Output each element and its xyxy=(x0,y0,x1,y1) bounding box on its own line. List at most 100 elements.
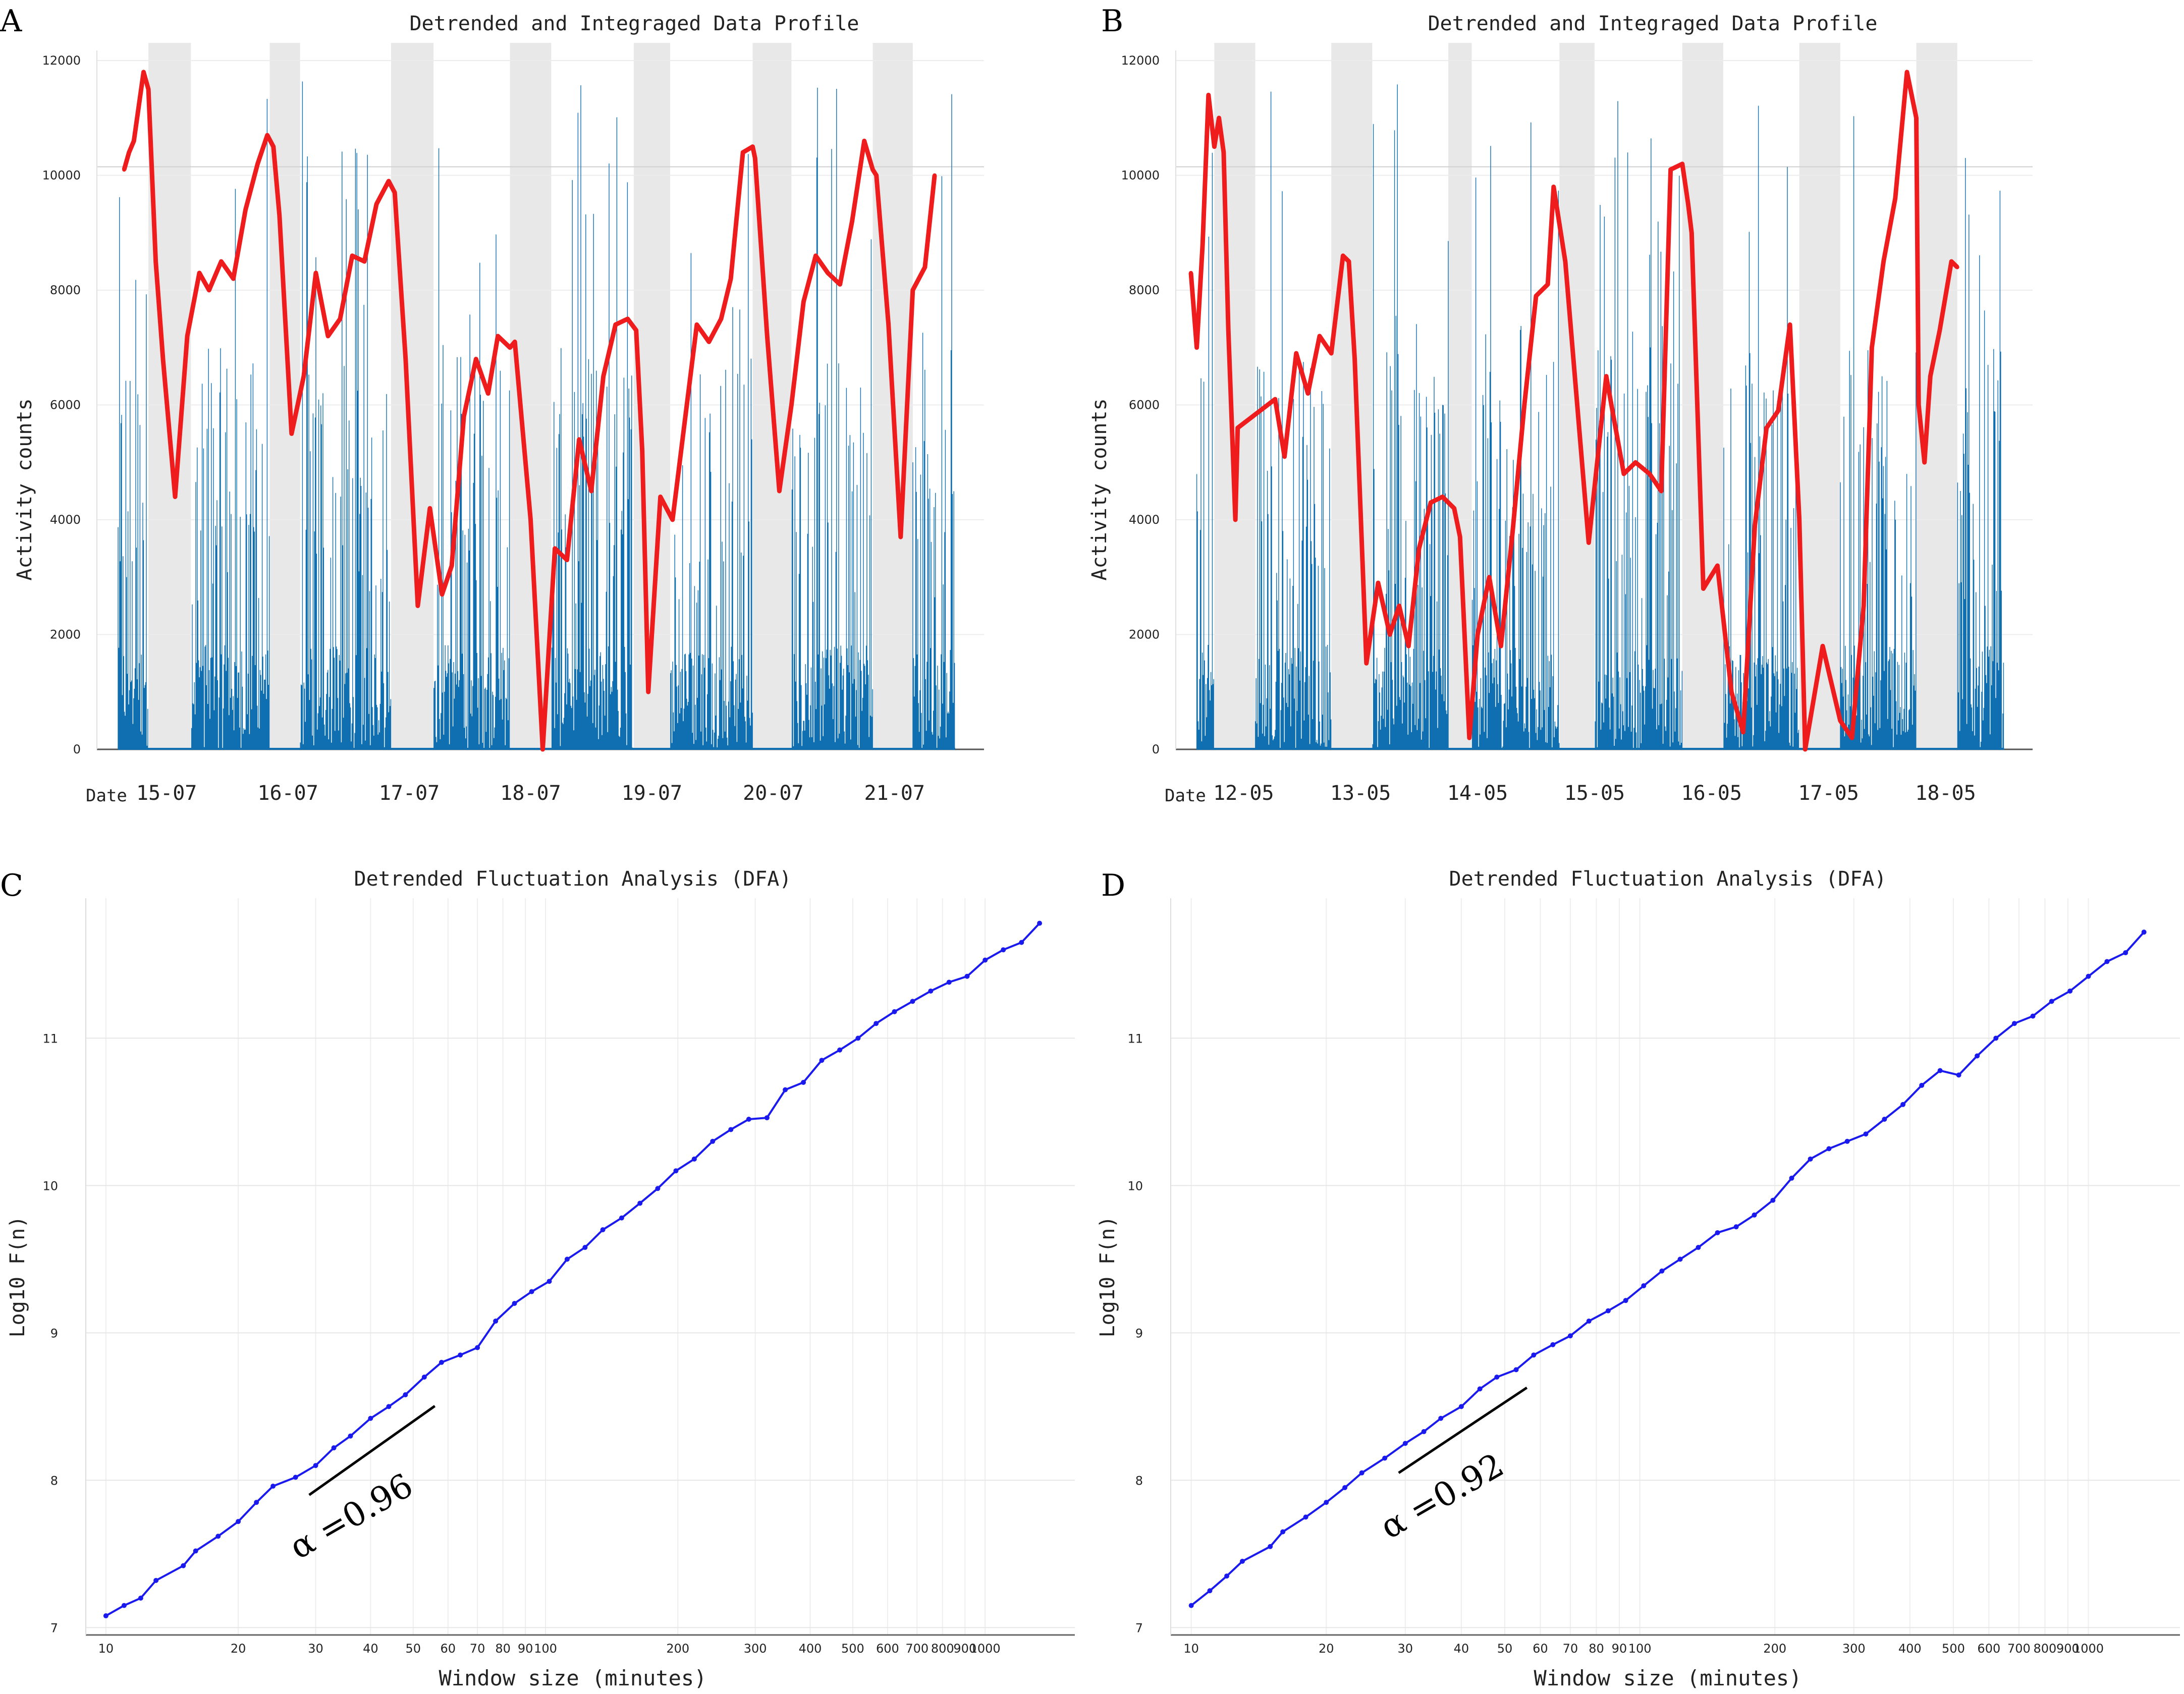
profile-point xyxy=(1487,575,1492,579)
profile-point xyxy=(1701,586,1706,591)
y-tick-label: 0 xyxy=(73,742,81,756)
profile-point xyxy=(1917,403,1921,407)
dfa-point xyxy=(1037,920,1043,926)
x-tick-label: 40 xyxy=(1454,1642,1469,1656)
dfa-point xyxy=(946,979,952,985)
dfa-point xyxy=(1975,1053,1980,1059)
dfa-point xyxy=(181,1563,186,1568)
x-tick-label: 80 xyxy=(1589,1642,1604,1656)
y-tick-label: 8 xyxy=(1135,1473,1143,1488)
dfa-point xyxy=(386,1404,392,1409)
dfa-point xyxy=(153,1577,159,1583)
night-band xyxy=(391,43,434,749)
profile-point xyxy=(1417,546,1422,551)
y-tick-labels: 0 2000 4000 6000 8000 10000 12000 xyxy=(1121,53,1160,756)
dfa-point xyxy=(764,1115,770,1121)
x-axis-label: Window size (minutes) xyxy=(1534,1666,1801,1690)
profile-point xyxy=(508,345,512,350)
profile-point xyxy=(1233,518,1238,522)
profile-point xyxy=(862,139,866,143)
dfa-point xyxy=(236,1519,241,1524)
dfa-point xyxy=(421,1375,427,1380)
profile-point xyxy=(1955,265,1959,269)
profile-point xyxy=(741,150,745,154)
dfa-point xyxy=(982,957,988,963)
dfa-point xyxy=(691,1156,697,1162)
x-tick-label: 19-07 xyxy=(622,782,682,805)
x-tick-label: 900 xyxy=(953,1642,976,1656)
panel-letter: C xyxy=(0,868,23,903)
dfa-point xyxy=(1001,947,1006,953)
dfa-point xyxy=(1188,1603,1194,1608)
dfa-point xyxy=(138,1596,143,1601)
x-tick-label: 300 xyxy=(1842,1642,1866,1656)
y-tick-label: 10 xyxy=(1127,1179,1143,1193)
dfa-point xyxy=(2104,959,2110,964)
panel-C: Cα =0.96 7 8 9 10 11 10 20 30 40 50 60 70 80 90 100 200 3… xyxy=(0,867,1075,1690)
profile-point xyxy=(277,213,282,218)
dfa-point xyxy=(313,1463,318,1468)
dfa-point xyxy=(254,1500,259,1505)
profile-point xyxy=(362,259,367,264)
x-tick-label: 70 xyxy=(470,1642,485,1656)
dfa-point xyxy=(1382,1455,1388,1461)
profile-point xyxy=(1452,506,1456,511)
dfa-point xyxy=(1224,1573,1230,1579)
x-tick-label: 10 xyxy=(1183,1642,1199,1656)
dfa-point xyxy=(547,1279,552,1284)
dfa-point xyxy=(783,1087,788,1092)
profile-point xyxy=(777,489,782,494)
x-tick-label: 700 xyxy=(905,1642,929,1656)
profile-point xyxy=(127,150,131,154)
y-tick-label: 12000 xyxy=(42,53,81,68)
profile-points xyxy=(122,70,937,751)
profile-point xyxy=(813,253,818,258)
dfa-point xyxy=(458,1352,463,1358)
night-band xyxy=(1799,43,1840,749)
profile-point xyxy=(265,133,269,137)
profile-point xyxy=(393,190,397,195)
x-tick-label: 90 xyxy=(518,1642,533,1656)
profile-point xyxy=(122,168,127,172)
dfa-point xyxy=(746,1117,751,1122)
x-tick-label: 900 xyxy=(2056,1642,2080,1656)
dfa-point xyxy=(1937,1068,1943,1073)
dfa-point xyxy=(1239,1559,1245,1564)
profile-point xyxy=(1788,322,1792,327)
profile-point xyxy=(1659,489,1664,494)
gridlines xyxy=(1171,898,2180,1635)
dfa-point xyxy=(1550,1342,1556,1347)
x-tick-label: 70 xyxy=(1563,1642,1578,1656)
profile-point xyxy=(1467,736,1471,740)
dfa-point xyxy=(928,988,934,994)
profile-point xyxy=(933,173,937,178)
dfa-point xyxy=(1280,1529,1286,1535)
dfa-point xyxy=(1567,1333,1573,1339)
profile-point xyxy=(1282,454,1287,459)
profile-points xyxy=(1189,70,1959,751)
x-tick-labels: 15-07 16-07 17-07 18-07 19-07 20-07 21-07 xyxy=(136,782,925,805)
profile-point xyxy=(1893,196,1897,200)
dfa-point xyxy=(293,1474,298,1480)
profile-point xyxy=(553,546,557,551)
profile-point xyxy=(1937,328,1942,333)
y-axis-label: Log10 F(n) xyxy=(6,1216,29,1338)
y-tick-label: 7 xyxy=(1135,1621,1143,1635)
profile-point xyxy=(132,139,136,143)
profile-point xyxy=(1587,540,1591,545)
dfa-point xyxy=(215,1534,221,1539)
profile-point xyxy=(474,357,478,361)
profile-point xyxy=(540,747,545,751)
y-tick-label: 2000 xyxy=(50,628,81,642)
dfa-point xyxy=(1659,1268,1665,1274)
profile-point xyxy=(750,144,755,149)
dfa-point xyxy=(1715,1230,1720,1235)
x-tick-label: 100 xyxy=(534,1642,557,1656)
x-tick-label: 15-05 xyxy=(1564,782,1625,805)
dfa-point xyxy=(873,1021,879,1026)
dfa-point xyxy=(1586,1319,1592,1324)
profile-point xyxy=(1499,644,1503,648)
y-axis-label: Log10 F(n) xyxy=(1096,1216,1119,1338)
profile-point xyxy=(219,259,224,264)
